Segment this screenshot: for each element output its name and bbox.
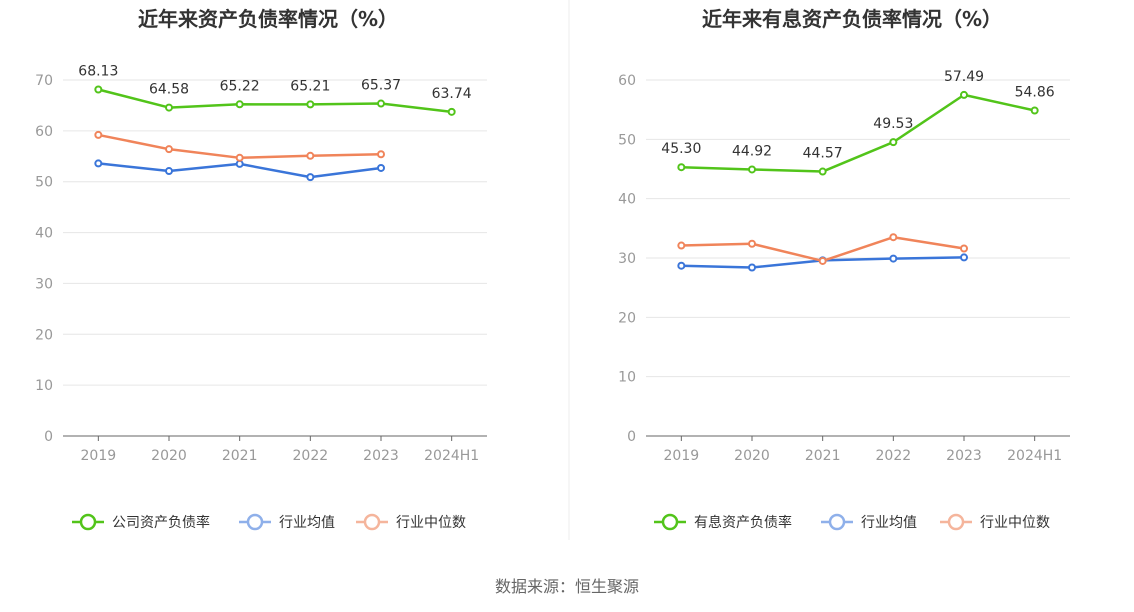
legend-label: 行业均值 [279, 515, 335, 531]
data-point [889, 138, 898, 147]
data-point [377, 150, 385, 159]
y-tick-label: 0 [627, 429, 636, 445]
data-point [960, 253, 968, 262]
legend-label: 公司资产负债率 [112, 514, 210, 531]
data-label: 44.92 [732, 143, 772, 159]
x-tick-label: 2024H1 [1007, 448, 1062, 464]
data-point [1030, 106, 1039, 115]
x-tick-label: 2019 [664, 448, 700, 464]
data-point [377, 99, 385, 108]
legend-item-3: 行业中位数 [940, 513, 1050, 531]
x-tick-label: 2024H1 [424, 448, 479, 464]
data-point [960, 244, 968, 253]
data-point [165, 103, 173, 112]
legend-marker-icon [661, 513, 679, 531]
y-tick-label: 30 [618, 251, 636, 267]
x-tick-label: 2020 [151, 448, 187, 464]
data-point [235, 159, 244, 168]
y-tick-label: 60 [618, 73, 636, 89]
y-tick-label: 20 [618, 310, 636, 326]
data-label: 64.58 [149, 82, 189, 98]
y-tick-label: 20 [35, 327, 53, 343]
data-label: 68.13 [78, 64, 118, 80]
data-label: 65.22 [220, 78, 260, 94]
legend-marker-icon [246, 513, 264, 531]
data-label: 45.30 [661, 141, 701, 157]
data-point [306, 173, 315, 182]
chart-title: 近年来有息资产负债率情况（%） [702, 7, 1002, 31]
data-point [748, 263, 756, 272]
x-tick-label: 2020 [734, 448, 770, 464]
legend-label: 行业中位数 [980, 515, 1050, 531]
x-tick-label: 2022 [293, 448, 329, 464]
legend-item-3: 行业中位数 [356, 513, 466, 531]
y-tick-label: 50 [618, 132, 636, 148]
data-point [677, 163, 686, 172]
data-point [94, 130, 103, 139]
data-point [677, 241, 686, 250]
legend-item-1: 公司资产负债率 [72, 513, 210, 531]
data-label: 49.53 [873, 116, 913, 132]
data-point [165, 145, 173, 154]
y-tick-label: 10 [35, 378, 53, 394]
chart-2: 近年来有息资产负债率情况（%） 0 10 20 30 40 50 60 2019 2020 2021… [618, 7, 1070, 531]
y-tick-label: 40 [35, 226, 53, 242]
data-point [818, 256, 827, 265]
x-tick-label: 2022 [876, 448, 912, 464]
data-point [377, 163, 385, 172]
y-tick-label: 70 [35, 73, 53, 89]
y-tick-label: 40 [618, 192, 636, 208]
x-tick-label: 2021 [222, 448, 258, 464]
data-point [306, 151, 315, 160]
data-label: 63.74 [432, 86, 472, 102]
series-line-1 [98, 88, 452, 114]
data-point [235, 100, 244, 109]
data-point [677, 261, 686, 270]
data-point [889, 233, 898, 242]
data-label: 57.49 [944, 69, 984, 85]
x-tick-label: 2021 [805, 448, 841, 464]
legend-item-2: 行业均值 [239, 513, 335, 531]
chart-1: 近年来资产负债率情况（%） 0 10 20 30 40 50 60 70 2019 2020 2021… [35, 7, 487, 531]
legend-item-1: 有息资产负债率 [654, 513, 792, 531]
legend-item-2: 行业均值 [821, 513, 917, 531]
legend-label: 行业中位数 [396, 515, 466, 531]
legend-marker-icon [947, 513, 965, 531]
data-point [960, 90, 968, 99]
x-tick-label: 2019 [81, 448, 117, 464]
y-tick-label: 60 [35, 124, 53, 140]
legend-marker-icon [79, 513, 97, 531]
y-tick-label: 0 [44, 429, 53, 445]
data-point [94, 159, 103, 168]
series-line-1 [681, 93, 1035, 173]
data-point [889, 254, 898, 263]
source-note: 数据来源：恒生聚源 [494, 577, 639, 596]
data-point [748, 239, 756, 248]
data-label: 44.57 [803, 146, 843, 162]
data-point [748, 165, 756, 174]
legend-marker-icon [363, 513, 381, 531]
data-label: 65.21 [290, 78, 330, 94]
data-point [235, 153, 244, 162]
data-label: 54.86 [1015, 84, 1055, 100]
data-point [94, 85, 103, 94]
y-tick-label: 50 [35, 175, 53, 191]
legend-label: 有息资产负债率 [694, 514, 792, 531]
data-point [165, 167, 173, 176]
x-tick-label: 2023 [946, 448, 982, 464]
y-tick-label: 10 [618, 370, 636, 386]
x-tick-label: 2023 [363, 448, 399, 464]
data-point [447, 107, 456, 116]
data-point [306, 100, 315, 109]
legend-marker-icon [828, 513, 846, 531]
data-label: 65.37 [361, 78, 401, 94]
data-point [818, 167, 827, 176]
chart-title: 近年来资产负债率情况（%） [138, 7, 398, 31]
legend-label: 行业均值 [861, 515, 917, 531]
y-tick-label: 30 [35, 276, 53, 292]
